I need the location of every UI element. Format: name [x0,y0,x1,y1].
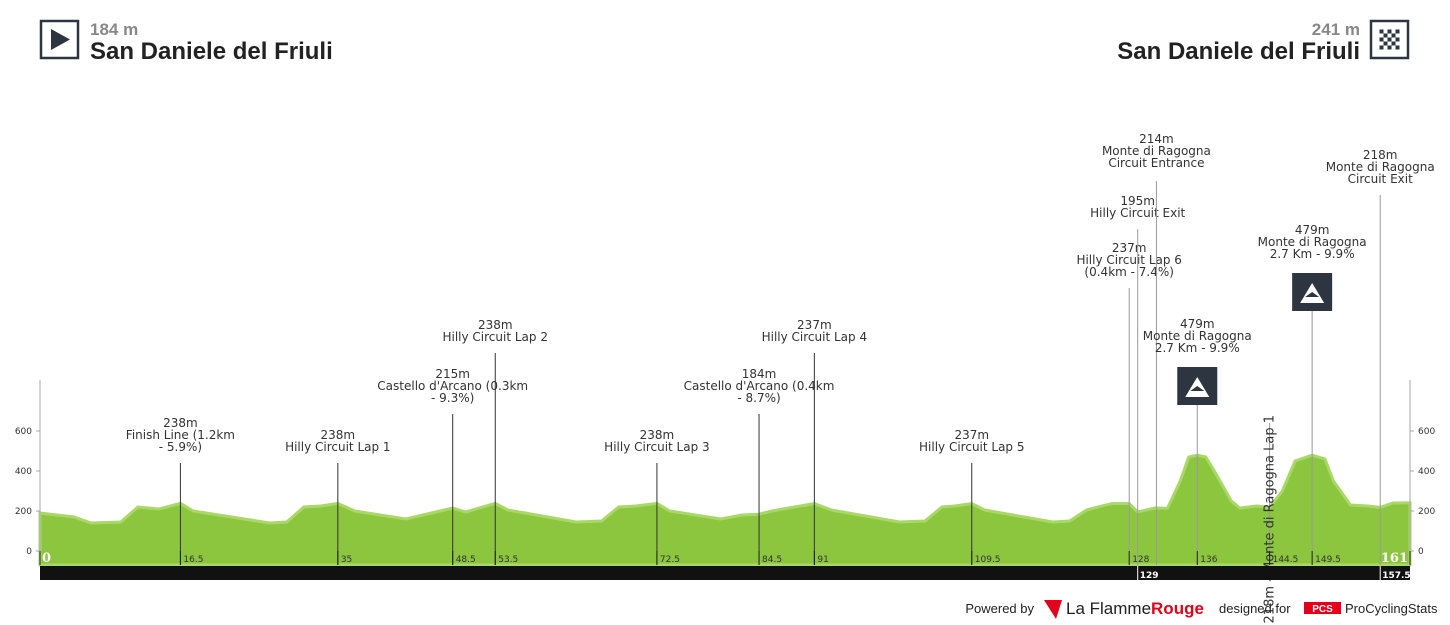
annotation-label: 214m [1139,132,1174,146]
annotation-label: Circuit Exit [1348,172,1413,186]
flag-square [1395,37,1400,42]
y-tick-label-right: 200 [1418,507,1435,517]
x-tick-label: 144.5 [1273,555,1299,565]
x-tick-label: 161 [1381,551,1408,566]
y-tick-label: 0 [26,547,32,557]
flag-square [1395,29,1400,34]
annotation-label: 238m [321,428,356,442]
annotation-label: Monte di Ragogna [1143,329,1252,343]
start-icon [39,19,80,60]
annotation-label: 184m [742,367,777,381]
start-name: San Daniele del Friuli [90,38,333,65]
x-tick-label: 136 [1200,555,1217,565]
pcs-text: PCS [1312,604,1333,615]
flag-square [1395,45,1400,50]
flag-square [1379,45,1384,50]
powered-by: Powered by [965,601,1034,616]
annotation-label: 238m [163,416,198,430]
flag-square [1383,33,1388,38]
finish-elevation: 241 m [1312,20,1360,39]
y-tick-label: 200 [15,507,32,517]
finish-name: San Daniele del Friuli [1117,38,1360,65]
start-icon-play [51,29,70,50]
x-tick-label: 48.5 [456,555,476,565]
x-tick-label: 72.5 [660,555,680,565]
annotation-label: Finish Line (1.2km [126,428,235,442]
x-tick-label-below: 157.5 [1382,571,1410,581]
flag-square [1391,41,1396,46]
x-tick-label: 0 [42,551,51,566]
designed-for: designed for [1219,601,1291,616]
flag-square [1387,45,1392,50]
x-tick-label: 35 [341,555,352,565]
annotation-label: Circuit Entrance [1108,156,1204,170]
brand-part: Rouge [1151,599,1204,618]
annotation-label: 479m [1180,317,1215,331]
flag-square [1387,29,1392,34]
annotation-label: 237m [797,318,832,332]
annotation-label: 2.7 Km - 9.9% [1155,341,1240,355]
climb-icon-base [1305,292,1320,297]
annotation-label: Hilly Circuit Lap 1 [285,440,391,454]
flamme-logo [1044,600,1062,619]
x-tick-label: 149.5 [1315,555,1341,565]
x-tick-label: 53.5 [498,555,518,565]
annotation-label: Monte di Ragogna [1326,160,1435,174]
y-tick-label-right: 600 [1418,427,1435,437]
x-tick-label: 16.5 [183,555,203,565]
annotation-label: Hilly Circuit Exit [1090,206,1185,220]
annotation-label: 237m [954,428,989,442]
annotation-label: Castello d'Arcano (0.4km [684,379,835,393]
flag-square [1391,33,1396,38]
annotation-label: Hilly Circuit Lap 5 [919,440,1025,454]
annotation-label: - 9.3%) [431,391,474,405]
annotation-label: - 5.9%) [159,440,202,454]
flag-square [1379,37,1384,42]
annotation-label: 218m [1363,148,1398,162]
start-elevation: 184 m [90,20,138,39]
annotation-label: Hilly Circuit Lap 6 [1076,253,1182,267]
x-tick-label: 84.5 [762,555,782,565]
flag-square [1387,37,1392,42]
flag-square [1383,41,1388,46]
y-tick-label-right: 400 [1418,467,1435,477]
annotation-label: 479m [1295,223,1330,237]
annotation-label: 238m [640,428,675,442]
climb-icon-base [1190,386,1205,391]
elevation-area [38,453,1412,567]
km-bar [40,566,1410,580]
x-tick-label: 128 [1132,555,1149,565]
annotation-label: 215m [435,367,470,381]
annotation-label: Castello d'Arcano (0.3km [377,379,528,393]
annotation-label: 195m [1120,194,1155,208]
annotation-label: Hilly Circuit Lap 3 [604,440,710,454]
annotation-label: 238m [478,318,513,332]
annotation-label: Hilly Circuit Lap 2 [442,330,548,344]
x-tick-label-below: 129 [1140,571,1159,581]
brand-name: La FlammeRouge [1066,599,1204,618]
annotation-label: 2.7 Km - 9.9% [1270,247,1355,261]
annotation-label: Monte di Ragogna [1258,235,1367,249]
x-tick-label: 109.5 [975,555,1001,565]
flag-square [1379,29,1384,34]
x-tick-label: 91 [817,555,828,565]
y-tick-label-right: 0 [1418,547,1424,557]
brand-part: La Flamme [1066,599,1151,618]
finish-flag [1379,29,1400,50]
y-tick-label: 600 [15,427,32,437]
pcs-logo [1304,602,1341,614]
annotation-label: Monte di Ragogna [1102,144,1211,158]
y-tick-label: 400 [15,467,32,477]
annotation-label: 218m - Monte di Ragogna Lap 1 [1263,415,1278,623]
annotation-label: Hilly Circuit Lap 4 [762,330,868,344]
pcs-site: ProCyclingStats [1345,601,1438,616]
annotation-label: - 8.7%) [737,391,780,405]
annotation-label: (0.4km - 7.4%) [1084,265,1174,279]
